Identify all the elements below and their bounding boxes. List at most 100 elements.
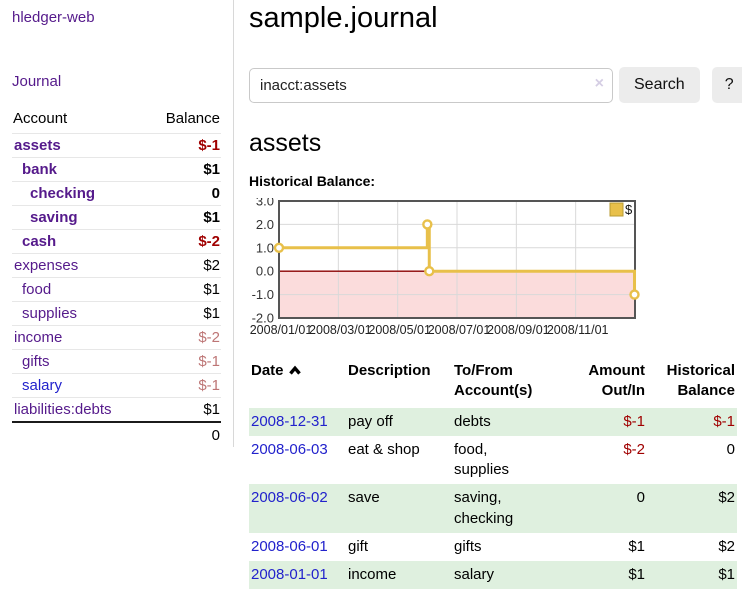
search-input[interactable]	[249, 68, 613, 103]
sidebar-account-link-assets[interactable]: assets	[14, 137, 61, 154]
transaction-balance: 0	[647, 436, 737, 485]
search-button[interactable]: Search	[619, 67, 700, 103]
transaction-amount: 0	[552, 484, 647, 533]
account-row: cash $-2	[12, 230, 221, 254]
chart-canvas: $3.02.01.00.0-1.0-2.02008/01/012008/03/0…	[249, 198, 647, 340]
transaction-date-link[interactable]: 2008-06-01	[251, 538, 328, 555]
account-row: checking 0	[12, 182, 221, 206]
y-axis-tick-label: 1.0	[256, 240, 274, 255]
account-row: expenses $2	[12, 254, 221, 278]
help-button[interactable]: ?	[712, 67, 742, 103]
account-row: assets $-1	[12, 134, 221, 158]
account-row: bank $1	[12, 158, 221, 182]
accounts-table-header: Account Balance	[12, 110, 221, 134]
sidebar-account-link-supplies[interactable]: supplies	[22, 305, 77, 322]
transaction-description: save	[346, 484, 452, 533]
account-balance: $1	[146, 302, 221, 326]
transaction-amount: $-1	[552, 408, 647, 436]
account-row: food $1	[12, 278, 221, 302]
sidebar-account-link-saving[interactable]: saving	[30, 209, 78, 226]
x-axis-tick-label: 2008/05/01	[368, 323, 431, 337]
data-point-marker	[275, 244, 283, 252]
transaction-description: income	[346, 561, 452, 589]
x-axis-tick-label: 2008/07/01	[428, 323, 491, 337]
transaction-accounts: saving, checking	[452, 484, 552, 533]
legend-label: $	[625, 202, 633, 217]
x-axis-tick-label: 2008/11/01	[547, 323, 609, 337]
account-row: salary$-1	[12, 374, 221, 398]
transaction-balance: $-1	[647, 408, 737, 436]
transaction-amount: $1	[552, 533, 647, 561]
transaction-balance: $1	[647, 561, 737, 589]
register-header-description[interactable]: Description	[346, 358, 452, 408]
transaction-date-link[interactable]: 2008-01-01	[251, 566, 328, 583]
transaction-balance: $2	[647, 484, 737, 533]
accounts-table: Account Balance assets $-1 bank $1 checking 0…	[12, 110, 221, 448]
transaction-accounts: salary	[452, 561, 552, 589]
transaction-date-link[interactable]: 2008-06-03	[251, 441, 328, 458]
account-balance: $2	[146, 254, 221, 278]
search-bar: × Search ?	[249, 67, 742, 103]
sidebar-account-link-liabilities-debts[interactable]: liabilities:debts	[14, 401, 112, 418]
account-row: saving $1	[12, 206, 221, 230]
page-title: sample.journal	[249, 2, 742, 35]
sidebar-account-link-food[interactable]: food	[22, 281, 51, 298]
clear-search-icon[interactable]: ×	[595, 76, 604, 92]
account-balance: $1	[146, 158, 221, 182]
accounts-header-account: Account	[12, 110, 146, 134]
x-axis-tick-label: 2008/03/01	[309, 323, 372, 337]
register-header-date[interactable]: Date	[249, 358, 346, 408]
accounts-header-balance: Balance	[146, 110, 221, 134]
account-balance: $-2	[146, 326, 221, 350]
account-section-title: assets	[249, 129, 742, 158]
account-balance: $-1	[146, 350, 221, 374]
sidebar-account-link-expenses[interactable]: expenses	[14, 257, 78, 274]
account-balance: $-2	[146, 230, 221, 254]
sort-ascending-icon	[288, 365, 302, 376]
transaction-description: gift	[346, 533, 452, 561]
main-content: sample.journal × Search ? assets Histori…	[234, 0, 742, 589]
transaction-description: eat & shop	[346, 436, 452, 485]
account-balance: $1	[146, 206, 221, 230]
chart-title: Historical Balance:	[249, 173, 742, 189]
y-axis-tick-label: 0.0	[256, 264, 274, 279]
sidebar-account-link-cash[interactable]: cash	[22, 233, 56, 250]
legend-swatch	[610, 203, 623, 216]
sidebar-account-link-income[interactable]: income	[14, 329, 62, 346]
search-input-wrapper: ×	[249, 68, 613, 103]
sidebar-account-link-bank[interactable]: bank	[22, 161, 57, 178]
transaction-balance: $2	[647, 533, 737, 561]
data-point-marker	[631, 291, 639, 299]
account-row: liabilities:debts$1	[12, 398, 221, 423]
x-axis-tick-label: 2008/01/01	[250, 323, 313, 337]
account-balance: 0	[146, 182, 221, 206]
app-title-link[interactable]: hledger-web	[12, 9, 221, 26]
transaction-amount: $1	[552, 561, 647, 589]
accounts-total-row: 0	[12, 422, 221, 448]
account-balance: $1	[146, 278, 221, 302]
data-point-marker	[425, 267, 433, 275]
transaction-description: pay off	[346, 408, 452, 436]
sidebar: hledger-web Journal Account Balance asse…	[0, 0, 234, 447]
transaction-date-link[interactable]: 2008-06-02	[251, 489, 328, 506]
sidebar-account-link-checking[interactable]: checking	[30, 185, 95, 202]
sidebar-account-link-gifts[interactable]: gifts	[22, 353, 50, 370]
sidebar-item-journal[interactable]: Journal	[12, 73, 61, 90]
y-axis-tick-label: 2.0	[256, 217, 274, 232]
account-balance: $-1	[146, 134, 221, 158]
transaction-date-link[interactable]: 2008-12-31	[251, 413, 328, 430]
sidebar-account-link-salary[interactable]: salary	[22, 377, 62, 394]
